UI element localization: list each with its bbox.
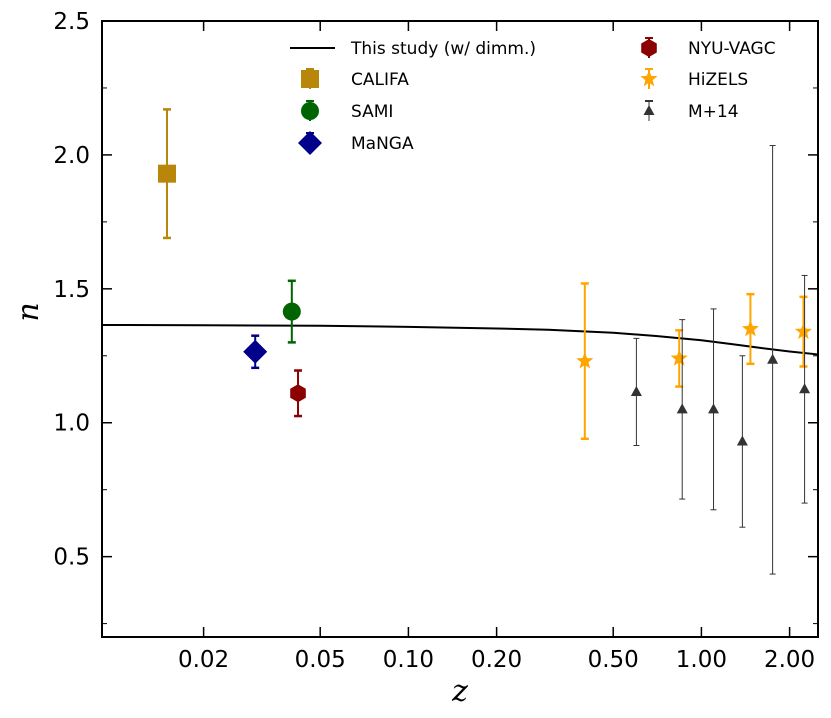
plot-frame: [101, 20, 819, 638]
legend: This study (w/ dimm.) CALIFA SAMI MaNGA NYU-…: [290, 37, 776, 155]
x-axis-label: z: [451, 674, 468, 709]
legend-item-sami: SAMI: [301, 100, 393, 122]
legend-item-manga: MaNGA: [298, 131, 414, 155]
point-hizels-3: [794, 295, 813, 368]
marker-triangle: [767, 353, 779, 364]
legend-marker-diamond: [298, 131, 322, 155]
x-tick-label: 2.00: [764, 647, 815, 673]
point-m-14-1: [676, 319, 688, 500]
marker-star: [670, 349, 688, 366]
legend-label: HiZELS: [688, 70, 748, 90]
point-sami-0: [282, 279, 301, 344]
point-m-14-2: [708, 308, 720, 511]
point-hizels-2: [741, 292, 759, 366]
x-tick-label: 0.20: [471, 647, 522, 673]
marker-star: [794, 322, 813, 339]
marker-star: [741, 320, 759, 337]
curve-layer: [101, 323, 819, 356]
marker-star: [576, 352, 594, 369]
ticks-layer: 0.5 1.0 1.5 2.0 2.5 0.02 0.05 0.10 0.20 0.50 1.00 2…: [53, 9, 818, 673]
marker-triangle: [708, 403, 720, 414]
point-manga-0: [243, 334, 268, 370]
legend-item-hizels: HiZELS: [640, 68, 748, 90]
legend-item-califa: CALIFA: [301, 68, 409, 90]
y-axis-label: n: [11, 302, 46, 321]
legend-label: CALIFA: [351, 70, 409, 90]
x-tick-label: 1.00: [676, 647, 727, 673]
legend-label: SAMI: [351, 102, 393, 122]
x-tick-label: 0.02: [178, 647, 229, 673]
point-m-14-5: [799, 274, 811, 504]
legend-marker-star: [640, 70, 658, 87]
legend-marker-triangle: [643, 105, 655, 115]
points-layer: [158, 108, 813, 575]
legend-item-nyu-vagc: NYU-VAGC: [641, 37, 776, 59]
legend-marker-square: [301, 70, 319, 88]
point-m-14-4: [767, 145, 779, 575]
y-tick-label: 0.5: [53, 545, 90, 571]
point-califa-0: [158, 108, 177, 240]
y-tick-label: 1.0: [53, 411, 90, 437]
point-m-14-0: [630, 337, 642, 447]
marker-triangle: [736, 435, 748, 446]
marker-triangle: [630, 385, 642, 396]
legend-label: M+14: [688, 102, 739, 122]
legend-item-m-14: M+14: [643, 100, 739, 122]
marker-hexagon: [290, 384, 306, 403]
marker-triangle: [799, 383, 811, 394]
y-tick-label: 1.5: [53, 277, 90, 303]
y-tick-label: 2.0: [53, 143, 90, 169]
marker-diamond: [243, 339, 268, 364]
x-tick-label: 0.50: [588, 647, 639, 673]
legend-label: This study (w/ dimm.): [350, 39, 536, 59]
marker-square: [158, 164, 177, 183]
curve-this-study: [101, 323, 819, 356]
point-nyu-vagc-0: [290, 369, 306, 418]
y-tick-label: 2.5: [53, 9, 90, 35]
point-hizels-0: [576, 282, 594, 441]
x-tick-label: 0.05: [295, 647, 346, 673]
x-tick-label: 0.10: [383, 647, 434, 673]
legend-label: NYU-VAGC: [688, 39, 776, 59]
marker-circle: [282, 302, 301, 321]
point-m-14-3: [736, 355, 748, 528]
legend-label: MaNGA: [351, 134, 414, 154]
legend-marker-hexagon: [641, 39, 657, 57]
legend-marker-circle: [301, 102, 319, 120]
marker-triangle: [676, 403, 688, 414]
legend-item-this-study-w-dimm: This study (w/ dimm.): [290, 39, 536, 59]
